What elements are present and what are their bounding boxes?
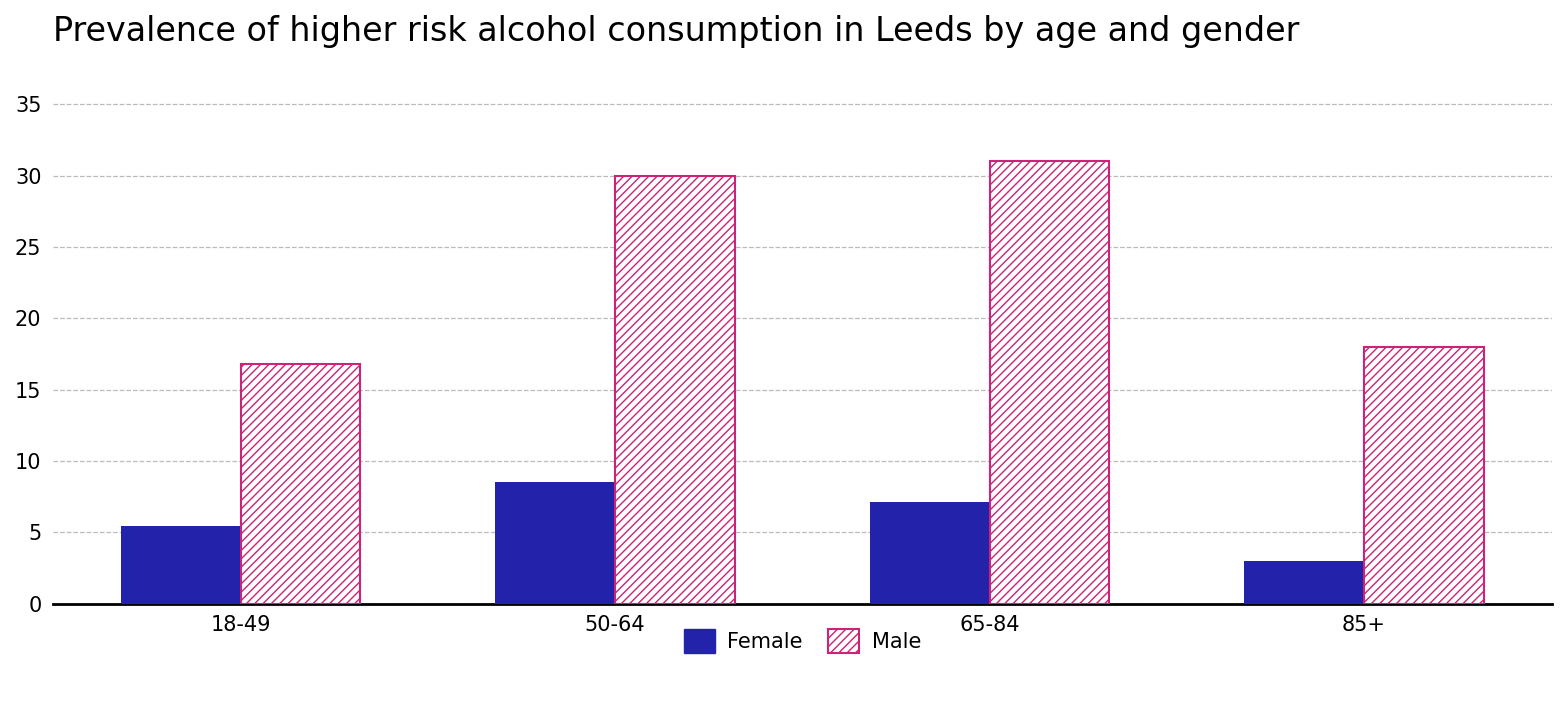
Bar <box>1244 560 1363 604</box>
Bar <box>241 364 360 604</box>
Bar <box>495 482 616 604</box>
Text: Prevalence of higher risk alcohol consumption in Leeds by age and gender: Prevalence of higher risk alcohol consum… <box>53 15 1299 48</box>
Legend: Female, Male: Female, Male <box>675 621 929 662</box>
Bar <box>1363 347 1484 604</box>
Bar <box>870 502 989 604</box>
Bar <box>121 526 241 604</box>
Bar <box>616 176 735 604</box>
Bar <box>989 161 1109 604</box>
